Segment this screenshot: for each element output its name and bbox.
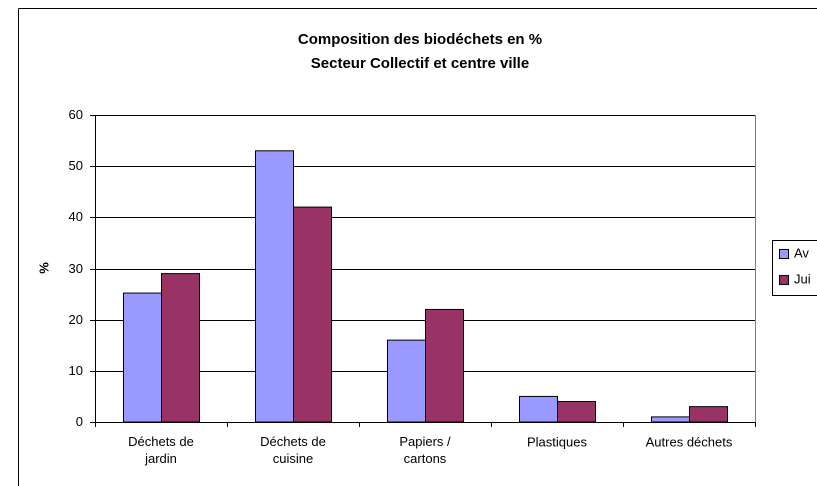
legend-swatch xyxy=(779,275,789,285)
legend-label: Jui xyxy=(794,271,811,286)
x-tick-label: Déchets de jardin xyxy=(128,434,194,466)
bar xyxy=(425,308,464,423)
x-tick-label: Autres déchets xyxy=(646,434,733,449)
bar xyxy=(123,292,162,423)
y-tick-label: 0 xyxy=(76,414,83,429)
y-axis-label: % xyxy=(36,262,51,274)
x-tick-label: Papiers / cartons xyxy=(399,434,451,466)
bar xyxy=(161,273,200,423)
y-tick-label: 50 xyxy=(69,158,83,173)
y-tick-label: 20 xyxy=(69,312,83,327)
bar xyxy=(651,416,690,423)
x-tick-label: Déchets de cuisine xyxy=(260,434,326,466)
chart-title: Composition des biodéchets en % xyxy=(298,31,542,48)
bar xyxy=(557,401,596,423)
y-tick-label: 40 xyxy=(69,209,83,224)
legend-label: Av xyxy=(794,245,809,260)
y-tick-label: 60 xyxy=(69,107,83,122)
bar xyxy=(293,206,332,423)
x-tick-label: Plastiques xyxy=(527,434,587,449)
y-tick-label: 30 xyxy=(69,261,83,276)
chart-subtitle: Secteur Collectif et centre ville xyxy=(311,55,529,72)
bar xyxy=(519,395,558,423)
bar xyxy=(387,339,426,423)
bar xyxy=(255,150,294,423)
bar xyxy=(689,406,728,423)
legend-swatch xyxy=(779,249,789,259)
y-tick-label: 10 xyxy=(69,363,83,378)
